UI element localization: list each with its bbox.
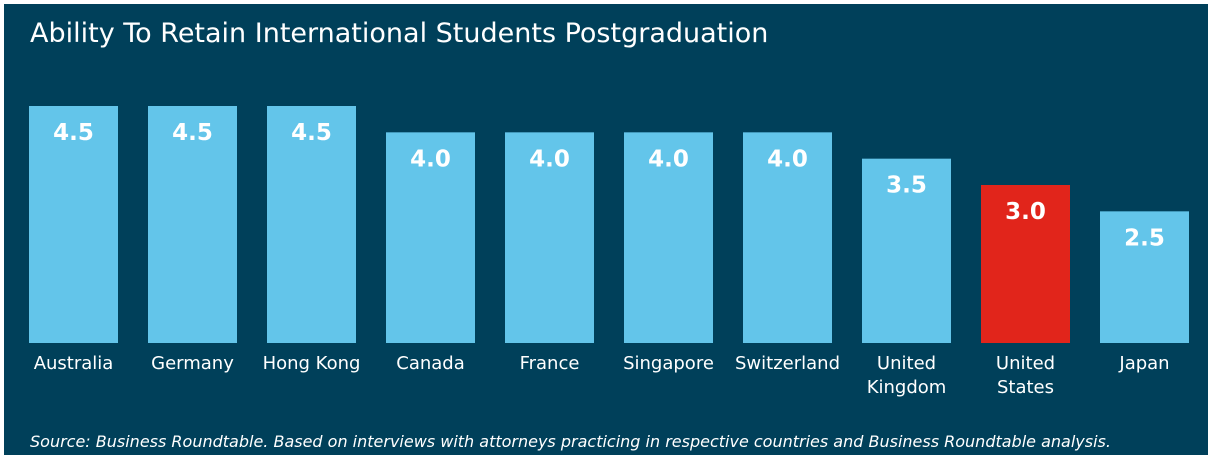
source-note: Source: Business Roundtable. Based on in… (30, 432, 1111, 451)
x-tick-label: Switzerland (735, 353, 840, 374)
value-label: 4.5 (172, 120, 213, 146)
value-label: 2.5 (1124, 225, 1165, 251)
value-label: 4.0 (410, 146, 451, 172)
chart-title: Ability To Retain International Students… (30, 18, 769, 49)
x-tick-label: France (519, 353, 580, 374)
x-tick-label: Australia (33, 353, 114, 374)
bar (624, 132, 713, 343)
bar (1100, 211, 1189, 343)
bar (862, 158, 951, 343)
x-tick-label: Japan (1119, 353, 1170, 374)
value-label: 3.5 (886, 173, 927, 199)
bar (29, 106, 118, 343)
bar (743, 132, 832, 343)
x-tick-label: United Kingdom (866, 353, 947, 398)
bar (505, 132, 594, 343)
plot: 4.5 4.5 4.5 4.0 4.0 4.0 4.0 3.5 3.0 2.5 (29, 106, 1189, 343)
value-label: 4.0 (648, 146, 689, 172)
bar (981, 185, 1070, 343)
x-tick-label: Singapore (623, 353, 714, 374)
x-tick-label: Hong Kong (262, 353, 361, 374)
value-label: 4.0 (767, 146, 808, 172)
x-tick-label: United States (995, 353, 1056, 398)
value-label: 3.0 (1005, 199, 1046, 225)
bar (386, 132, 475, 343)
bar (148, 106, 237, 343)
value-label: 4.0 (529, 146, 570, 172)
x-tick-label: Canada (396, 353, 465, 374)
chart: Ability To Retain International Students… (4, 4, 1208, 455)
bar (267, 106, 356, 343)
value-label: 4.5 (53, 120, 94, 146)
x-tick-label: Germany (151, 353, 234, 374)
value-label: 4.5 (291, 120, 332, 146)
